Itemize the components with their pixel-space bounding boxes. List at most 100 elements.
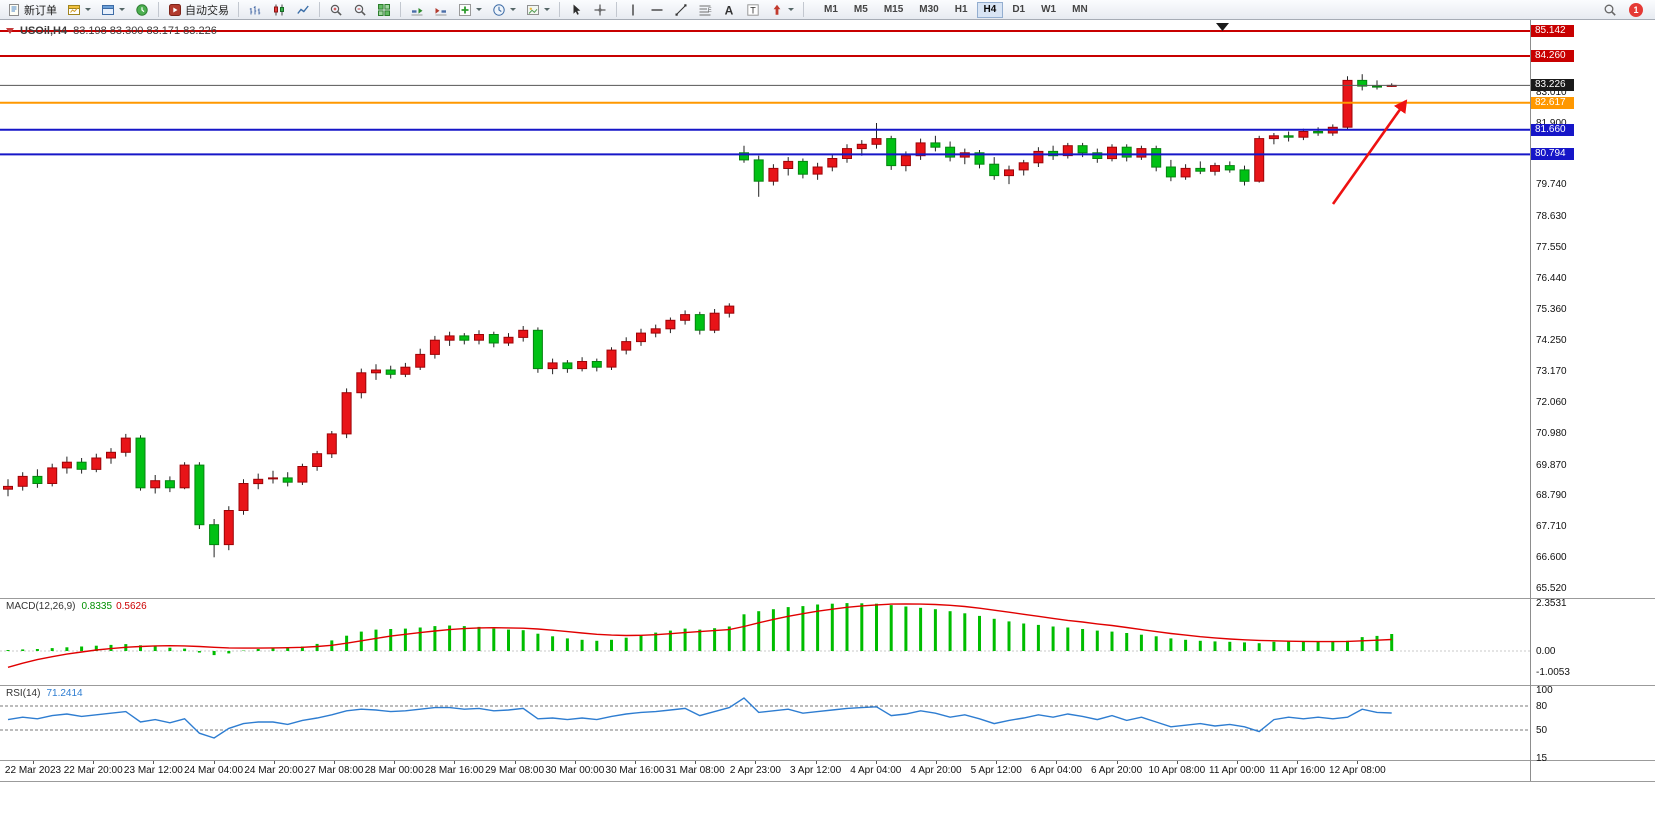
crosshair-button[interactable] (589, 1, 611, 19)
trendline-button[interactable] (670, 1, 692, 19)
equidistant-channel-button[interactable]: E (694, 1, 716, 19)
time-label: 28 Mar 00:00 (364, 765, 424, 776)
trendline-icon (675, 3, 687, 16)
candle (106, 448, 116, 464)
candle (1195, 161, 1206, 175)
market-watch-button[interactable] (131, 1, 153, 19)
time-tick (1176, 761, 1178, 764)
zoom-out-icon (354, 4, 366, 16)
candle (1092, 148, 1103, 163)
timeframe-d1-button[interactable]: D1 (1005, 2, 1032, 18)
macd-main-value: 0.8335 (81, 601, 113, 612)
price-tick-label: 75.360 (1536, 303, 1567, 315)
time-label: 31 Mar 08:00 (665, 765, 725, 776)
bar-chart-button[interactable] (244, 1, 266, 19)
timeframe-m15-button[interactable]: M15 (877, 2, 910, 18)
zoom-out-button[interactable] (349, 1, 371, 19)
time-tick (153, 761, 155, 764)
main-chart-canvas[interactable] (0, 20, 1530, 598)
notification-badge[interactable]: 1 (1629, 2, 1643, 17)
candle (783, 157, 794, 176)
search-button[interactable] (1599, 1, 1621, 19)
timeframe-h1-button[interactable]: H1 (948, 2, 975, 18)
time-label: 4 Apr 20:00 (910, 765, 962, 776)
candle (238, 479, 249, 515)
vertical-line-button[interactable] (622, 1, 644, 19)
candle (1210, 162, 1220, 176)
candle (532, 327, 543, 373)
candle (650, 324, 661, 338)
timeframe-m30-button[interactable]: M30 (912, 2, 945, 18)
market-watch-icon (136, 3, 148, 16)
price-scale[interactable]: 83.010 81.900 79.740 78.630 77.550 76.440 75.3… (1531, 0, 1655, 825)
periods-button[interactable] (488, 1, 520, 19)
timeframe-mn-button[interactable]: MN (1065, 2, 1095, 18)
new-chart-button[interactable] (63, 1, 95, 19)
candle (91, 453, 102, 473)
chart-shift-marker[interactable] (1216, 23, 1229, 31)
autotrading-button[interactable]: 自动交易 (164, 1, 233, 19)
time-label: 22 Mar 2023 (4, 765, 62, 776)
profiles-button[interactable] (97, 1, 129, 19)
zoom-in-button[interactable] (325, 1, 347, 19)
candle (1107, 144, 1117, 162)
line-chart-button[interactable] (292, 1, 314, 19)
pane-separator[interactable] (0, 760, 1655, 761)
price-tick-label: 70.980 (1536, 428, 1567, 439)
toolbar-separator (238, 2, 239, 17)
timeframe-m1-button[interactable]: M1 (817, 2, 845, 18)
symbol-period-label: USOil,H4 (20, 25, 68, 37)
chevron-down-icon (788, 8, 794, 11)
pane-separator[interactable] (0, 685, 1655, 686)
timeframe-w1-button[interactable]: W1 (1034, 2, 1063, 18)
candle (606, 347, 617, 370)
candle (1254, 135, 1265, 183)
candle (1224, 161, 1235, 173)
indicators-button[interactable] (454, 1, 486, 19)
tile-windows-icon (378, 3, 390, 16)
price-tick-label: 83.010 (1536, 86, 1567, 98)
time-tick (273, 761, 275, 764)
periods-icon (493, 3, 505, 16)
templates-button[interactable] (522, 1, 554, 19)
vertical-line-icon (632, 4, 634, 15)
text-icon: A (725, 3, 734, 17)
price-tick-label: 65.520 (1536, 583, 1567, 594)
candle (753, 155, 764, 197)
macd-signal-line (7, 603, 1392, 668)
svg-text:E: E (708, 7, 712, 13)
auto-scroll-button[interactable] (406, 1, 428, 19)
templates-icon (527, 4, 539, 15)
time-label: 30 Mar 00:00 (545, 765, 605, 776)
horizontal-line-button[interactable] (646, 1, 668, 19)
text-label-button[interactable]: T (742, 1, 764, 19)
candle (974, 150, 985, 169)
auto-scroll-icon (411, 7, 423, 15)
cursor-button[interactable] (565, 1, 587, 19)
tile-windows-button[interactable] (373, 1, 395, 19)
price-tick-label: 79.740 (1536, 179, 1567, 191)
rsi-pane-canvas[interactable] (0, 686, 1530, 760)
candle (47, 463, 58, 487)
candle (1283, 131, 1294, 142)
chart-shift-button[interactable] (430, 1, 452, 19)
text-button[interactable]: A (718, 1, 740, 19)
pane-separator[interactable] (0, 598, 1655, 599)
timeframe-group: M1 M5 M15 M30 H1 H4 D1 W1 MN (816, 1, 1096, 18)
trend-arrow-annotation[interactable] (1331, 99, 1408, 205)
time-tick (574, 761, 576, 764)
time-tick (454, 761, 456, 764)
rsi-value: 71.2414 (46, 688, 83, 699)
price-tick-label: 73.170 (1536, 365, 1567, 377)
timeframe-h4-button[interactable]: H4 (976, 1, 1004, 18)
candle (1268, 133, 1279, 145)
new-order-button[interactable]: 新订单 (3, 1, 61, 19)
arrows-button[interactable] (766, 1, 798, 19)
candle (930, 135, 941, 152)
timeframe-m5-button[interactable]: M5 (847, 2, 875, 18)
price-tick-label: 68.790 (1536, 490, 1567, 502)
time-axis[interactable]: 22 Mar 2023 22 Mar 20:00 23 Mar 12:00 24 Ma… (0, 761, 1530, 781)
ohlc-values: 83.198 83.300 83.171 83.226 (73, 25, 217, 37)
candlestick-chart-button[interactable] (268, 1, 290, 19)
macd-pane-canvas[interactable] (0, 599, 1530, 685)
